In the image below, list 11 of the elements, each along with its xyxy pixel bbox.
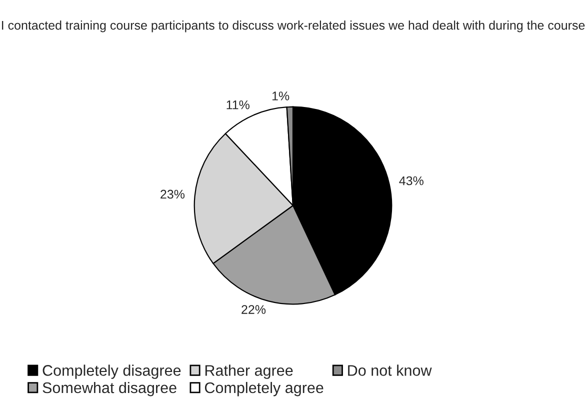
data-label: 22% (242, 305, 266, 314)
data-label: 1% (272, 92, 290, 100)
legend-label: Somewhat disagree (42, 382, 176, 396)
data-label: 23% (160, 190, 185, 199)
legend-label: Do not know (348, 364, 432, 376)
legend-label: Completely agree (204, 382, 324, 396)
legend-label: Completely disagree (42, 364, 181, 379)
chart-title: I contacted training course participants to discuss work-related issues we had dealt with during the course (2, 20, 585, 32)
data-label: 43% (399, 176, 424, 186)
data-label: 11% (226, 100, 250, 110)
legend-label: Rather agree (205, 364, 293, 379)
